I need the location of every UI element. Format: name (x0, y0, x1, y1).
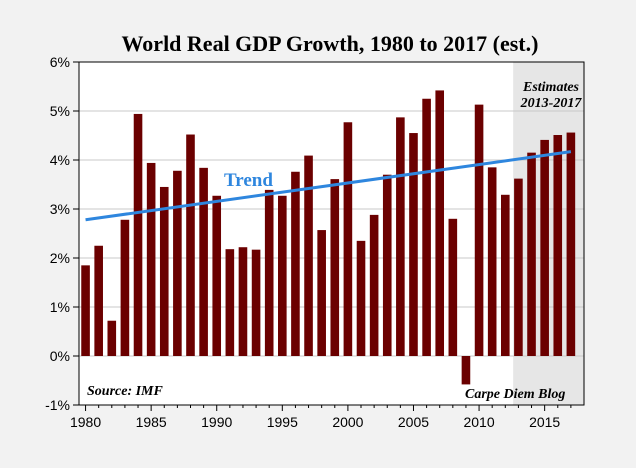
bar-2006 (422, 98, 431, 356)
bar-1998 (317, 230, 326, 356)
bar-2000 (343, 122, 353, 357)
bar-1995 (278, 195, 287, 356)
bar-1996 (291, 171, 300, 356)
bar-1983 (120, 219, 130, 356)
bar-1984 (133, 113, 143, 356)
bar-2012 (500, 194, 510, 356)
bar-2011 (487, 167, 497, 356)
bar-2008 (448, 218, 458, 356)
bar-1989 (199, 167, 208, 356)
bar-2016 (553, 135, 563, 356)
x-tick-label: 2005 (398, 414, 429, 430)
bar-1994 (264, 189, 274, 356)
bar-2014 (527, 152, 536, 356)
bar-1991 (225, 249, 235, 356)
bar-1986 (159, 186, 169, 356)
chart-title: World Real GDP Growth, 1980 to 2017 (est… (122, 31, 539, 56)
bar-1999 (330, 179, 340, 356)
bar-series (81, 90, 576, 385)
y-tick-label: 4% (50, 152, 70, 168)
bar-1985 (146, 162, 156, 356)
bar-1997 (304, 155, 313, 356)
estimates-label-line2: 2013-2017 (520, 96, 583, 111)
bar-2015 (540, 139, 549, 356)
y-tick-label: 2% (50, 250, 70, 266)
x-tick-label: 2010 (463, 414, 494, 430)
x-axis-ticks: 1980 1985 1990 1995 2000 2005 2010 2015 (70, 405, 572, 430)
bar-2010 (474, 104, 484, 356)
bar-2003 (382, 174, 392, 356)
bar-1993 (251, 249, 261, 356)
bar-2005 (409, 133, 418, 356)
plot-frame (78, 61, 585, 406)
x-tick-label: 1995 (267, 414, 298, 430)
trend-line (85, 150, 572, 222)
x-tick-label: 1990 (201, 414, 232, 430)
x-tick-label: 1985 (136, 414, 167, 430)
bar-2001 (356, 240, 366, 356)
y-tick-label: 0% (50, 348, 70, 364)
y-tick-label: 3% (50, 201, 70, 217)
bar-1981 (94, 245, 103, 356)
x-tick-label: 1980 (70, 414, 101, 430)
x-tick-label: 2015 (529, 414, 560, 430)
source-label: Source: IMF (87, 384, 164, 399)
bar-2007 (435, 90, 445, 357)
bar-2004 (396, 117, 405, 357)
y-tick-label: -1% (45, 397, 70, 413)
bar-2002 (369, 214, 379, 356)
x-tick-label: 2000 (332, 414, 363, 430)
bar-1992 (238, 247, 248, 356)
y-tick-label: 1% (50, 299, 70, 315)
y-tick-label: 5% (50, 103, 70, 119)
y-tick-label: 6% (50, 54, 70, 70)
estimates-label-line1: Estimates (522, 80, 580, 95)
y-axis-ticks: -1% 0% 1% 2% 3% 4% 5% 6% (45, 54, 79, 413)
bar-1987 (173, 170, 182, 356)
bar-1988 (186, 134, 195, 356)
trend-label: Trend (224, 170, 273, 191)
bar-1982 (107, 320, 117, 356)
bar-2009 (461, 356, 471, 385)
credit-label: Carpe Diem Blog (465, 387, 565, 402)
bar-1980 (81, 265, 90, 356)
bar-2013 (514, 178, 523, 356)
bar-1990 (212, 195, 222, 356)
bar-2017 (566, 132, 576, 356)
